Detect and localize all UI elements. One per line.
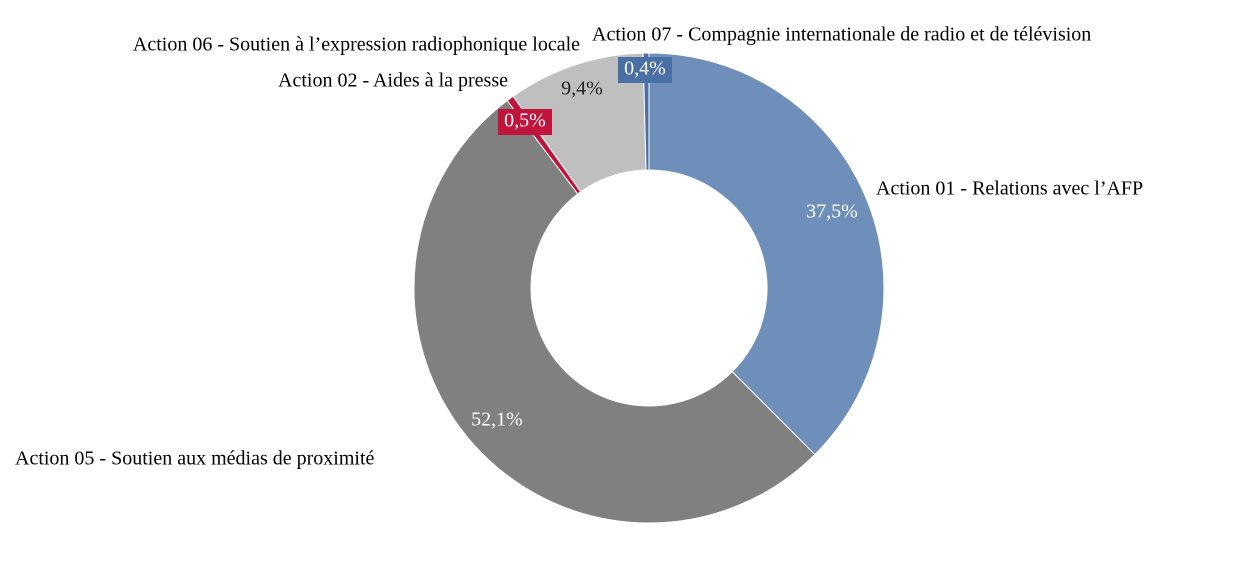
donut-slice — [413, 99, 816, 524]
value-label-box — [498, 109, 552, 135]
value-label: 0,5% — [504, 110, 546, 132]
value-label: 52,1% — [471, 409, 523, 431]
category-label: Action 02 - Aides à la presse — [278, 70, 508, 92]
value-label: 9,4% — [561, 78, 603, 100]
category-label: Action 05 - Soutien aux médias de proxim… — [15, 448, 374, 470]
category-label: Action 06 - Soutien à l’expression radio… — [133, 34, 580, 56]
value-label: 0,4% — [624, 58, 666, 80]
donut-slice — [648, 52, 885, 456]
value-label-box — [618, 57, 672, 83]
value-label: 37,5% — [806, 201, 858, 223]
category-label: Action 01 - Relations avec l’AFP — [876, 178, 1143, 200]
category-label: Action 07 - Compagnie internationale de … — [592, 24, 1091, 46]
